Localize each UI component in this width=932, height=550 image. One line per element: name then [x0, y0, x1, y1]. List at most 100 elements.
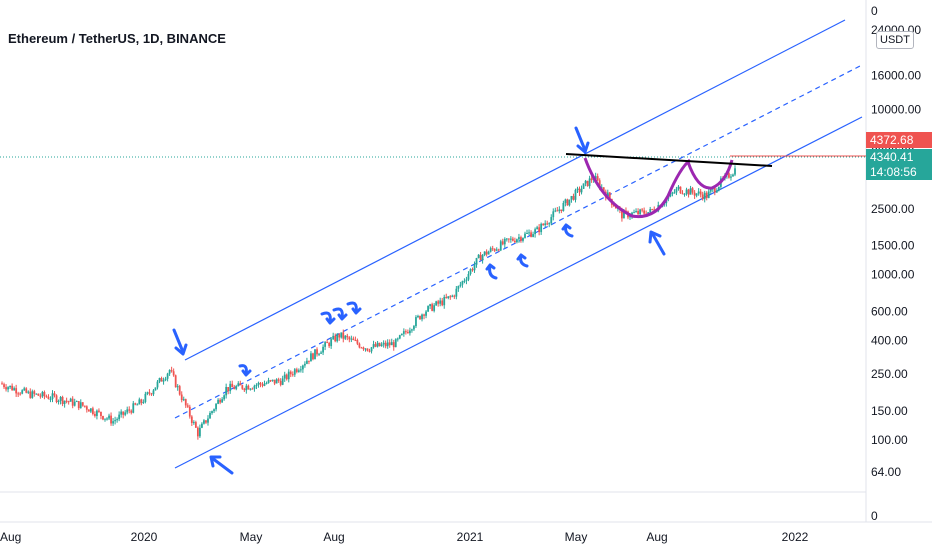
candle-body — [564, 199, 567, 204]
candle-body — [116, 419, 119, 421]
candle-body — [483, 251, 486, 256]
candles-group — [1, 165, 736, 440]
candle-body — [489, 248, 492, 252]
candle-body — [447, 296, 450, 299]
candle-body — [265, 382, 268, 384]
candle-body — [552, 211, 555, 218]
candle-body — [77, 401, 80, 409]
price-axis[interactable]: 24000.0016000.0010000.006000.002500.0015… — [871, 4, 921, 523]
candle-body — [429, 304, 431, 307]
candle-body — [404, 331, 407, 333]
candle-body — [633, 212, 635, 214]
candle-body — [279, 380, 282, 385]
candle-body — [65, 400, 68, 402]
candle-body — [382, 342, 385, 345]
candle-body — [154, 387, 157, 391]
candle-body — [35, 393, 38, 395]
y-tick-label: 10000.00 — [871, 102, 921, 116]
candle-body — [9, 385, 11, 388]
arrow-down-icon — [574, 126, 590, 154]
candle-body — [415, 317, 417, 327]
cup-curve — [583, 157, 691, 219]
candle-body — [75, 401, 78, 403]
channel-mid-line[interactable] — [174, 65, 861, 419]
candle-body — [705, 192, 708, 199]
candle-body — [271, 379, 274, 381]
candle-body — [417, 315, 419, 318]
candle-body — [709, 189, 712, 192]
candle-body — [27, 391, 30, 393]
resistance-line[interactable] — [565, 153, 773, 167]
candle-body — [55, 395, 58, 403]
candle-body — [629, 216, 631, 218]
candle-body — [87, 409, 90, 412]
candle-body — [384, 342, 387, 347]
candle-body — [194, 422, 197, 428]
candle-body — [249, 388, 252, 390]
y-tick-label: 100.00 — [871, 433, 908, 447]
time-axis[interactable]: Aug 2020 May Aug 2021 May Aug 2022 — [0, 530, 809, 544]
candle-body — [263, 383, 266, 386]
candle-body — [96, 410, 98, 416]
candle-body — [217, 399, 219, 404]
x-tick-label: Aug — [646, 530, 667, 544]
candle-body — [356, 340, 359, 344]
candle-body — [572, 196, 575, 200]
candle-body — [423, 314, 425, 316]
candle-body — [136, 404, 139, 406]
candle-body — [91, 408, 94, 414]
candle-body — [524, 233, 526, 238]
candle-body — [495, 249, 498, 251]
candle-body — [203, 420, 205, 424]
candle-body — [140, 399, 143, 403]
candle-body — [540, 223, 543, 233]
candle-body — [562, 203, 565, 212]
candle-body — [596, 176, 599, 181]
candle-body — [635, 211, 637, 213]
candle-body — [237, 383, 240, 387]
candle-body — [526, 233, 528, 235]
candle-body — [376, 342, 379, 347]
high-price-tag: 4372.68 — [866, 132, 932, 148]
candle-body — [402, 331, 405, 334]
candle-body — [150, 393, 153, 395]
candle-body — [461, 281, 464, 285]
currency-selector[interactable]: USDT — [876, 31, 914, 49]
candle-body — [89, 408, 92, 412]
candle-body — [269, 380, 272, 382]
candle-body — [681, 193, 684, 195]
candle-body — [520, 237, 522, 241]
candle-body — [166, 373, 169, 379]
candle-body — [322, 346, 324, 353]
candle-body — [386, 342, 389, 347]
candle-body — [411, 329, 413, 331]
channel-lower-line[interactable] — [174, 116, 863, 469]
channel-upper-line[interactable] — [184, 19, 846, 361]
candle-body — [330, 339, 333, 347]
candle-body — [425, 311, 427, 316]
candle-body — [239, 383, 242, 386]
candle-body — [433, 305, 436, 311]
candle-body — [227, 387, 230, 392]
candle-body — [221, 399, 224, 403]
symbol-title[interactable]: Ethereum / TetherUS, 1D, BINANCE — [8, 31, 226, 46]
candle-body — [219, 399, 221, 403]
candle-body — [114, 420, 116, 422]
curved-arrow-icon — [485, 263, 498, 280]
candle-body — [207, 418, 209, 423]
candle-body — [370, 347, 373, 352]
candle-body — [701, 194, 704, 200]
candle-body — [148, 392, 151, 394]
candle-body — [160, 378, 163, 382]
candle-body — [360, 347, 363, 349]
candle-body — [344, 335, 347, 339]
candle-body — [409, 330, 411, 334]
candle-body — [532, 234, 534, 237]
candle-body — [534, 229, 536, 235]
candle-body — [406, 332, 409, 334]
candle-body — [364, 348, 367, 350]
candle-body — [320, 352, 322, 354]
candle-body — [358, 343, 361, 348]
candle-body — [71, 398, 74, 406]
